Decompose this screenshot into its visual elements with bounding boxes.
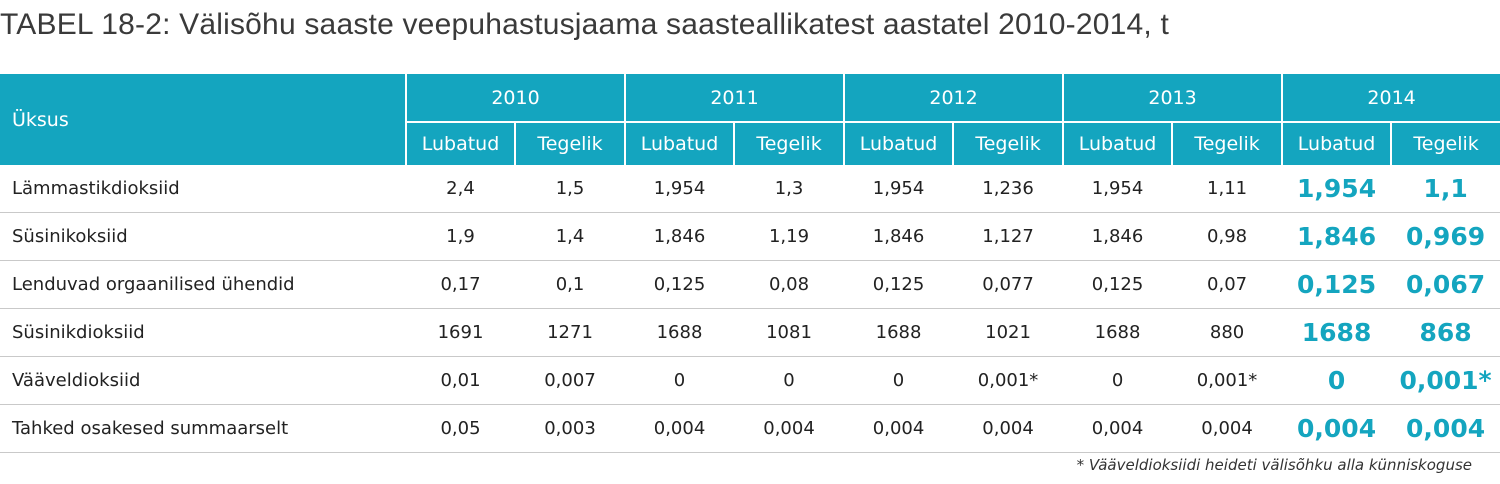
table-title: TABEL 18-2: Välisõhu saaste veepuhastusj… bbox=[0, 8, 1169, 41]
year-header-2014: 2014 bbox=[1281, 74, 1500, 123]
row-label: Vääveldioksiid bbox=[0, 356, 406, 405]
table-cell: 1,236 bbox=[953, 165, 1064, 213]
table-cell: 1,127 bbox=[953, 212, 1064, 261]
table-cell: 0,969 bbox=[1391, 212, 1500, 261]
table-cell: 1691 bbox=[406, 308, 515, 357]
table-cell: 1021 bbox=[953, 308, 1064, 357]
table-cell: 1271 bbox=[515, 308, 626, 357]
year-header-2013: 2013 bbox=[1062, 74, 1283, 123]
table-cell: 1688 bbox=[625, 308, 735, 357]
table-cell: 1,846 bbox=[625, 212, 735, 261]
table-row: Lenduvad orgaanilised ühendid 0,17 0,1 0,12… bbox=[0, 260, 1500, 309]
table-cell: 1,1 bbox=[1391, 165, 1500, 213]
table-cell: 0,004 bbox=[1172, 404, 1283, 453]
footnote: * Vääveldioksiidi heideti välisõhku alla… bbox=[1076, 456, 1472, 474]
table-cell: 1081 bbox=[734, 308, 845, 357]
table-cell: 1,846 bbox=[1063, 212, 1173, 261]
subheader-lubatud: Lubatud bbox=[1281, 122, 1392, 165]
table-cell: 0 bbox=[625, 356, 735, 405]
emissions-table: Üksus 2010 2011 2012 2013 2014 Lubatud T… bbox=[0, 74, 1500, 453]
table-cell: 1688 bbox=[1063, 308, 1173, 357]
subheader-tegelik: Tegelik bbox=[513, 122, 626, 165]
year-header-2012: 2012 bbox=[843, 74, 1064, 123]
subheader-tegelik: Tegelik bbox=[733, 122, 845, 165]
row-label: Süsinikdioksiid bbox=[0, 308, 406, 357]
table-cell: 0,01 bbox=[406, 356, 515, 405]
table-cell: 0,125 bbox=[1282, 260, 1392, 309]
table-cell: 0,077 bbox=[953, 260, 1064, 309]
table-cell: 0,067 bbox=[1391, 260, 1500, 309]
table-cell: 880 bbox=[1172, 308, 1283, 357]
subheader-lubatud: Lubatud bbox=[1062, 122, 1173, 165]
table-cell: 1,954 bbox=[1063, 165, 1173, 213]
table-cell: 1,3 bbox=[734, 165, 845, 213]
table-row: Süsinikoksiid 1,9 1,4 1,846 1,19 1,846 1,127 1,… bbox=[0, 212, 1500, 261]
table-cell: 0,001* bbox=[953, 356, 1064, 405]
subheader-tegelik: Tegelik bbox=[952, 122, 1064, 165]
year-header-row: Üksus 2010 2011 2012 2013 2014 bbox=[0, 74, 1500, 165]
table-cell: 1,954 bbox=[1282, 165, 1392, 213]
table-cell: 0,17 bbox=[406, 260, 515, 309]
table-cell: 0,004 bbox=[953, 404, 1064, 453]
table-cell: 2,4 bbox=[406, 165, 515, 213]
table-cell: 0,98 bbox=[1172, 212, 1283, 261]
table-cell: 0,001* bbox=[1391, 356, 1500, 405]
table-cell: 0 bbox=[1063, 356, 1173, 405]
table-cell: 0,004 bbox=[1282, 404, 1392, 453]
table-cell: 0,004 bbox=[844, 404, 954, 453]
table-cell: 0 bbox=[1282, 356, 1392, 405]
subheader-row: Lubatud Tegelik Lubatud Tegelik Lubatud … bbox=[0, 122, 1500, 165]
table-cell: 1,11 bbox=[1172, 165, 1283, 213]
table-body: Lämmastikdioksiid 2,4 1,5 1,954 1,3 1,954 1,23… bbox=[0, 165, 1500, 453]
year-header-2011: 2011 bbox=[624, 74, 845, 123]
table-cell: 0,07 bbox=[1172, 260, 1283, 309]
row-label: Lenduvad orgaanilised ühendid bbox=[0, 260, 406, 309]
row-label: Süsinikoksiid bbox=[0, 212, 406, 261]
table-cell: 1,9 bbox=[406, 212, 515, 261]
table-cell: 0 bbox=[844, 356, 954, 405]
table-cell: 1688 bbox=[1282, 308, 1392, 357]
table-cell: 0,004 bbox=[1391, 404, 1500, 453]
table-cell: 0,003 bbox=[515, 404, 626, 453]
table-cell: 1,846 bbox=[844, 212, 954, 261]
table-cell: 1,846 bbox=[1282, 212, 1392, 261]
table-cell: 1,4 bbox=[515, 212, 626, 261]
table-cell: 0,001* bbox=[1172, 356, 1283, 405]
table-cell: 0,125 bbox=[844, 260, 954, 309]
unit-header: Üksus bbox=[0, 74, 406, 165]
table-cell: 1,954 bbox=[625, 165, 735, 213]
table-cell: 0,125 bbox=[1063, 260, 1173, 309]
table-row: Süsinikdioksiid 1691 1271 1688 1081 1688 1021 1… bbox=[0, 308, 1500, 357]
table-row: Vääveldioksiid 0,01 0,007 0 0 0 0,001* 0 0,001* 0… bbox=[0, 356, 1500, 405]
table-cell: 0,004 bbox=[734, 404, 845, 453]
table-cell: 0,004 bbox=[1063, 404, 1173, 453]
row-label: Tahked osakesed summaarselt bbox=[0, 404, 406, 453]
table-cell: 0,125 bbox=[625, 260, 735, 309]
table-cell: 868 bbox=[1391, 308, 1500, 357]
subheader-lubatud: Lubatud bbox=[624, 122, 735, 165]
table-cell: 1,5 bbox=[515, 165, 626, 213]
table-cell: 1688 bbox=[844, 308, 954, 357]
subheader-lubatud: Lubatud bbox=[405, 122, 515, 165]
table-cell: 0,1 bbox=[515, 260, 626, 309]
table-cell: 1,954 bbox=[844, 165, 954, 213]
table-cell: 0,05 bbox=[406, 404, 515, 453]
year-header-2010: 2010 bbox=[404, 74, 626, 123]
subheader-tegelik: Tegelik bbox=[1390, 122, 1500, 165]
table-row: Lämmastikdioksiid 2,4 1,5 1,954 1,3 1,954 1,23… bbox=[0, 165, 1500, 213]
table-row: Tahked osakesed summaarselt 0,05 0,003 0,00… bbox=[0, 404, 1500, 453]
table-cell: 1,19 bbox=[734, 212, 845, 261]
subheader-lubatud: Lubatud bbox=[843, 122, 954, 165]
subheader-tegelik: Tegelik bbox=[1171, 122, 1283, 165]
table-cell: 0 bbox=[734, 356, 845, 405]
table-cell: 0,08 bbox=[734, 260, 845, 309]
table-cell: 0,004 bbox=[625, 404, 735, 453]
table-cell: 0,007 bbox=[515, 356, 626, 405]
row-label: Lämmastikdioksiid bbox=[0, 165, 406, 213]
